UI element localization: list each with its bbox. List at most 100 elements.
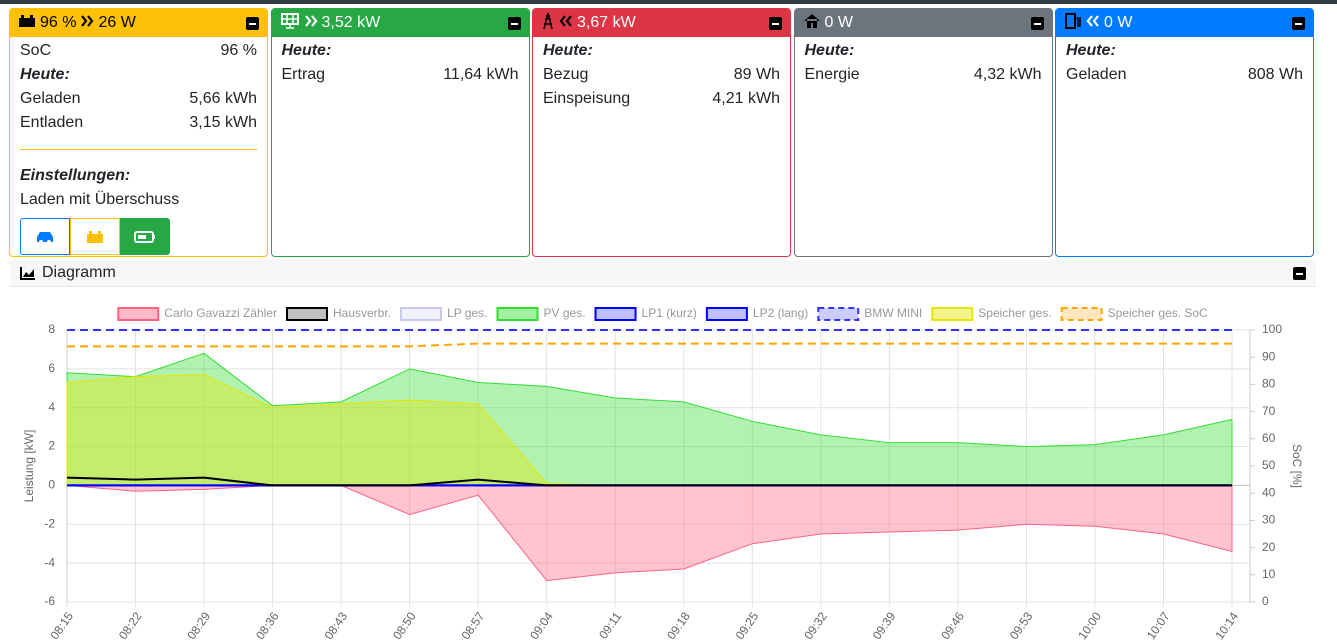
y2-axis-label: SoC [%]: [1290, 444, 1304, 488]
mode-button[interactable]: [70, 218, 120, 255]
x-tick-label: 10:00: [1075, 609, 1104, 642]
y2-tick-label: 50: [1262, 458, 1276, 472]
x-tick-label: 09:32: [801, 609, 830, 642]
series-line: [67, 342, 1232, 348]
diagram-header: Diagramm: [10, 260, 1316, 287]
mode-button[interactable]: [20, 218, 70, 255]
card-row: Heute:: [795, 39, 1052, 63]
y-tick-label: 4: [48, 400, 55, 414]
card-row: Geladen 5,66 kWh: [10, 87, 267, 111]
legend-swatch: [496, 307, 539, 321]
row-label: SoC: [20, 42, 52, 59]
card-header: 3,67 kW: [533, 9, 790, 37]
y2-tick-label: 10: [1262, 567, 1276, 581]
card-row: SoC 96 %: [10, 39, 267, 63]
row-value: 96 %: [220, 42, 257, 59]
collapse-button[interactable]: [1292, 16, 1305, 30]
legend-item: Speicher ges. SoC: [1060, 306, 1208, 321]
card-row: Einstellungen:: [10, 164, 267, 188]
x-tick-label: 09:39: [870, 609, 899, 642]
card-header: 0 W: [794, 9, 1052, 37]
legend-label: Speicher ges. SoC: [1108, 306, 1208, 320]
row-label: Geladen: [1066, 66, 1127, 83]
card-row: Geladen 808 Wh: [1056, 63, 1313, 87]
series-area: [66, 352, 1233, 486]
legend: Carlo Gavazzi Zähler Hausverbr. LP ges. PV …: [117, 306, 1208, 321]
legend-label: LP2 (lang): [753, 306, 808, 320]
legend-item: LP ges.: [400, 306, 488, 321]
card-row: Ertrag 11,64 kWh: [272, 63, 529, 87]
x-tick-label: 09:11: [596, 609, 624, 641]
x-tick-label: 08:57: [459, 609, 488, 642]
row-label: Einspeisung: [543, 90, 631, 107]
row-heading: Heute:: [543, 42, 593, 59]
collapse-button[interactable]: [507, 16, 521, 30]
card-body: SoC 96 % Heute: Geladen 5,66 kWh Entladen 3,15…: [10, 37, 267, 255]
x-tick-label: 09:04: [527, 609, 556, 642]
arrow-icon: [80, 14, 94, 32]
header-value: 3,67 kW: [577, 14, 636, 31]
row-label: Bezug: [543, 66, 589, 83]
row-heading: Heute:: [281, 42, 332, 59]
collapse-button[interactable]: [769, 16, 782, 30]
header-value: 3,52 kW: [321, 14, 381, 31]
y2-tick-label: 80: [1262, 377, 1276, 391]
y2-tick-label: 100: [1262, 322, 1282, 336]
card-row: Entladen 3,15 kWh: [10, 111, 267, 135]
card-body: Heute: Energie 4,32 kWh: [795, 37, 1052, 87]
diagram-title: Diagramm: [42, 264, 116, 281]
card-icon: [280, 12, 300, 34]
card-row: Heute:: [1056, 39, 1313, 63]
card-row: Bezug 89 Wh: [533, 63, 790, 87]
legend-label: PV ges.: [544, 306, 586, 320]
y-tick-label: 2: [48, 439, 55, 453]
legend-swatch: [594, 307, 637, 321]
card-body: Heute: Ertrag 11,64 kWh: [272, 37, 529, 87]
legend-swatch: [400, 307, 443, 321]
card-row: Laden mit Überschuss: [10, 188, 267, 214]
y-tick-label: -2: [44, 516, 55, 530]
card-body: Heute: Bezug 89 Wh Einspeisung 4,21 kWh: [533, 37, 790, 111]
card-row: Heute:: [272, 39, 529, 63]
row-value: 5,66 kWh: [189, 90, 257, 107]
row-label: Geladen: [20, 90, 81, 107]
y2-tick-label: 30: [1262, 513, 1276, 527]
y-tick-label: 6: [48, 361, 55, 375]
mode-button[interactable]: [120, 218, 170, 255]
row-heading: Heute:: [804, 42, 855, 59]
card-body: Heute: Geladen 808 Wh: [1056, 37, 1313, 87]
collapse-button[interactable]: [1030, 16, 1044, 30]
y2-tick-label: 60: [1262, 431, 1276, 445]
legend-label: BMW MINI: [864, 306, 922, 320]
legend-label: LP ges.: [447, 306, 487, 320]
legend-item: PV ges.: [496, 306, 586, 321]
card-header: 3,52 kW: [271, 9, 529, 37]
legend-item: Hausverbr.: [285, 306, 391, 321]
legend-swatch: [285, 307, 328, 321]
header-value: 0 W: [824, 14, 853, 31]
card: 96 % 26 W SoC 96 % Heute: Geladen 5,66 kWh Entl…: [9, 8, 268, 257]
y-tick-label: -6: [44, 594, 55, 608]
collapse-button[interactable]: [1293, 266, 1306, 280]
legend-swatch: [817, 307, 860, 321]
x-tick-label: 08:15: [47, 609, 76, 642]
card: 0 W Heute: Energie 4,32 kWh: [793, 8, 1053, 257]
card-row: Energie 4,32 kWh: [795, 63, 1052, 87]
x-tick-label: 09:46: [938, 609, 967, 642]
collapse-button[interactable]: [246, 16, 259, 30]
x-tick-label: 09:25: [733, 609, 762, 642]
y2-tick-label: 40: [1262, 485, 1276, 499]
card: 3,67 kW Heute: Bezug 89 Wh Einspeisung 4,21 k…: [532, 8, 791, 257]
legend-swatch: [1060, 307, 1103, 321]
card-header: 96 % 26 W: [10, 9, 267, 37]
y-axis-label: Leistung [kW]: [22, 430, 36, 503]
legend-label: Carlo Gavazzi Zähler: [164, 306, 277, 320]
series-line: [66, 476, 1232, 487]
legend-item: LP1 (kurz): [594, 306, 697, 321]
card-icon: [1064, 12, 1082, 35]
row-value: 4,32 kWh: [973, 66, 1042, 83]
card-icon: [18, 14, 36, 33]
header-value: 0 W: [1104, 14, 1133, 31]
row-label: Ertrag: [281, 66, 326, 83]
